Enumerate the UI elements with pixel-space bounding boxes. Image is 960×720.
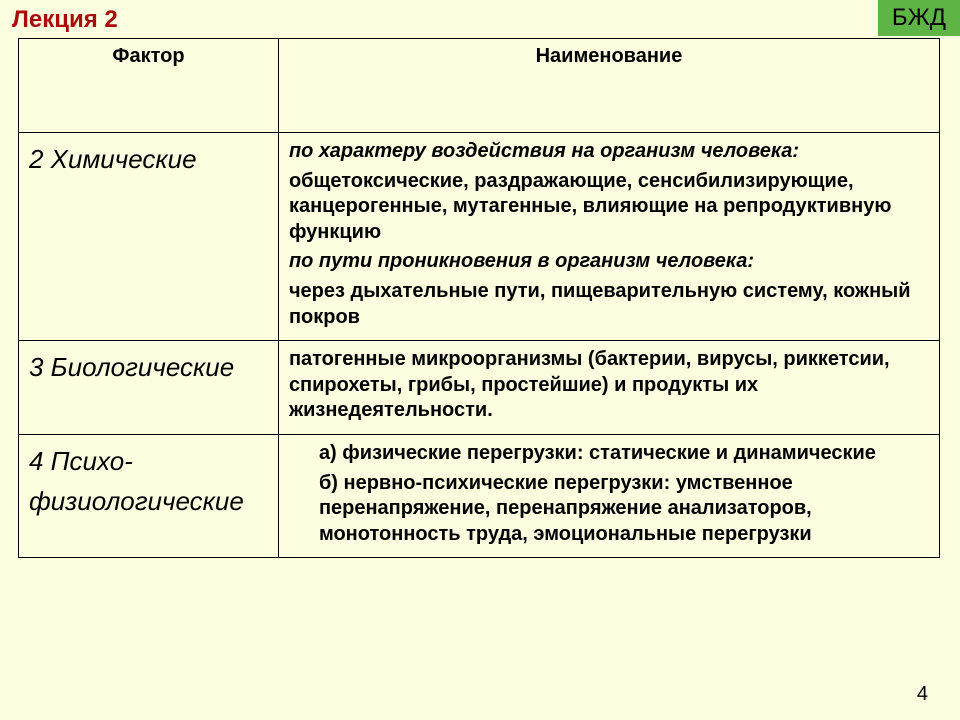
- factor-cell: 2 Химические: [19, 133, 279, 341]
- factor-cell: 3 Биологические: [19, 341, 279, 435]
- desc-paragraph: общетоксические, раздражающие, сенсибили…: [289, 169, 929, 246]
- table-row: 3 Биологическиепатогенные микроорганизмы…: [19, 341, 940, 435]
- description-cell: по характеру воздействия на организм чел…: [278, 133, 939, 341]
- desc-paragraph: б) нервно-психические перегрузки: умстве…: [289, 471, 929, 548]
- table-row: 4 Психо-физиологические а) физические пер…: [19, 434, 940, 557]
- description-cell: а) физические перегрузки: статические и …: [278, 434, 939, 557]
- col-header-name: Наименование: [278, 39, 939, 133]
- subject-badge: БЖД: [878, 0, 960, 36]
- slide: Лекция 2 БЖД Фактор Наименование 2 Химич…: [0, 0, 960, 720]
- desc-paragraph: по характеру воздействия на организм чел…: [289, 139, 929, 165]
- desc-paragraph: патогенные микроорганизмы (бактерии, вир…: [289, 347, 929, 424]
- page-number: 4: [917, 683, 928, 706]
- desc-paragraph: по пути проникновения в организм человек…: [289, 249, 929, 275]
- table-header-row: Фактор Наименование: [19, 39, 940, 133]
- table-row: 2 Химические по характеру воздействия на …: [19, 133, 940, 341]
- description-cell: патогенные микроорганизмы (бактерии, вир…: [278, 341, 939, 435]
- table-body: 2 Химические по характеру воздействия на …: [19, 133, 940, 558]
- lecture-title: Лекция 2: [12, 6, 118, 34]
- desc-paragraph: через дыхательные пути, пищеварительную …: [289, 279, 929, 330]
- col-header-factor: Фактор: [19, 39, 279, 133]
- factor-cell: 4 Психо-физиологические: [19, 434, 279, 557]
- desc-paragraph: а) физические перегрузки: статические и …: [289, 441, 929, 467]
- factors-table: Фактор Наименование 2 Химические по харак…: [18, 38, 940, 558]
